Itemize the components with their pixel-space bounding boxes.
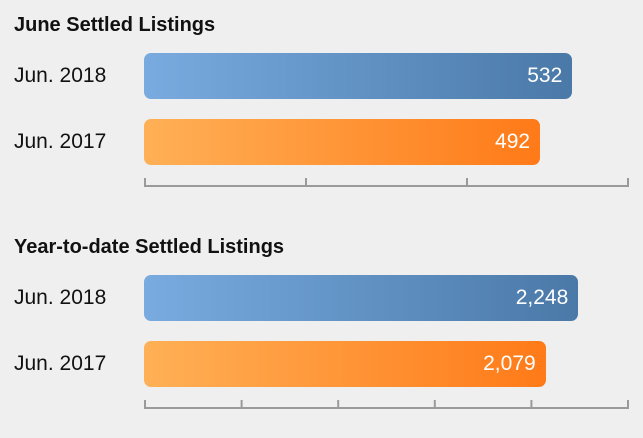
- bar-jun-2018: 532: [144, 53, 573, 99]
- chart-title: June Settled Listings: [14, 14, 216, 36]
- category-label: Jun. 2017: [14, 130, 107, 153]
- category-label: Jun. 2017: [14, 352, 107, 375]
- category-label: Jun. 2018: [14, 64, 107, 87]
- chart-title: Year-to-date Settled Listings: [14, 236, 285, 258]
- x-axis: [144, 400, 629, 409]
- bar-value-label: 532: [527, 64, 563, 87]
- category-label: Jun. 2018: [14, 286, 107, 309]
- bar-value-label: 2,248: [515, 286, 569, 309]
- bar-jun-2018: 2,248: [144, 275, 579, 321]
- x-axis: [144, 178, 629, 187]
- bar-value-label: 492: [495, 130, 531, 153]
- bar-jun-2017: 492: [144, 119, 541, 165]
- bar-jun-2017: 2,079: [144, 341, 546, 387]
- bar-value-label: 2,079: [483, 352, 536, 375]
